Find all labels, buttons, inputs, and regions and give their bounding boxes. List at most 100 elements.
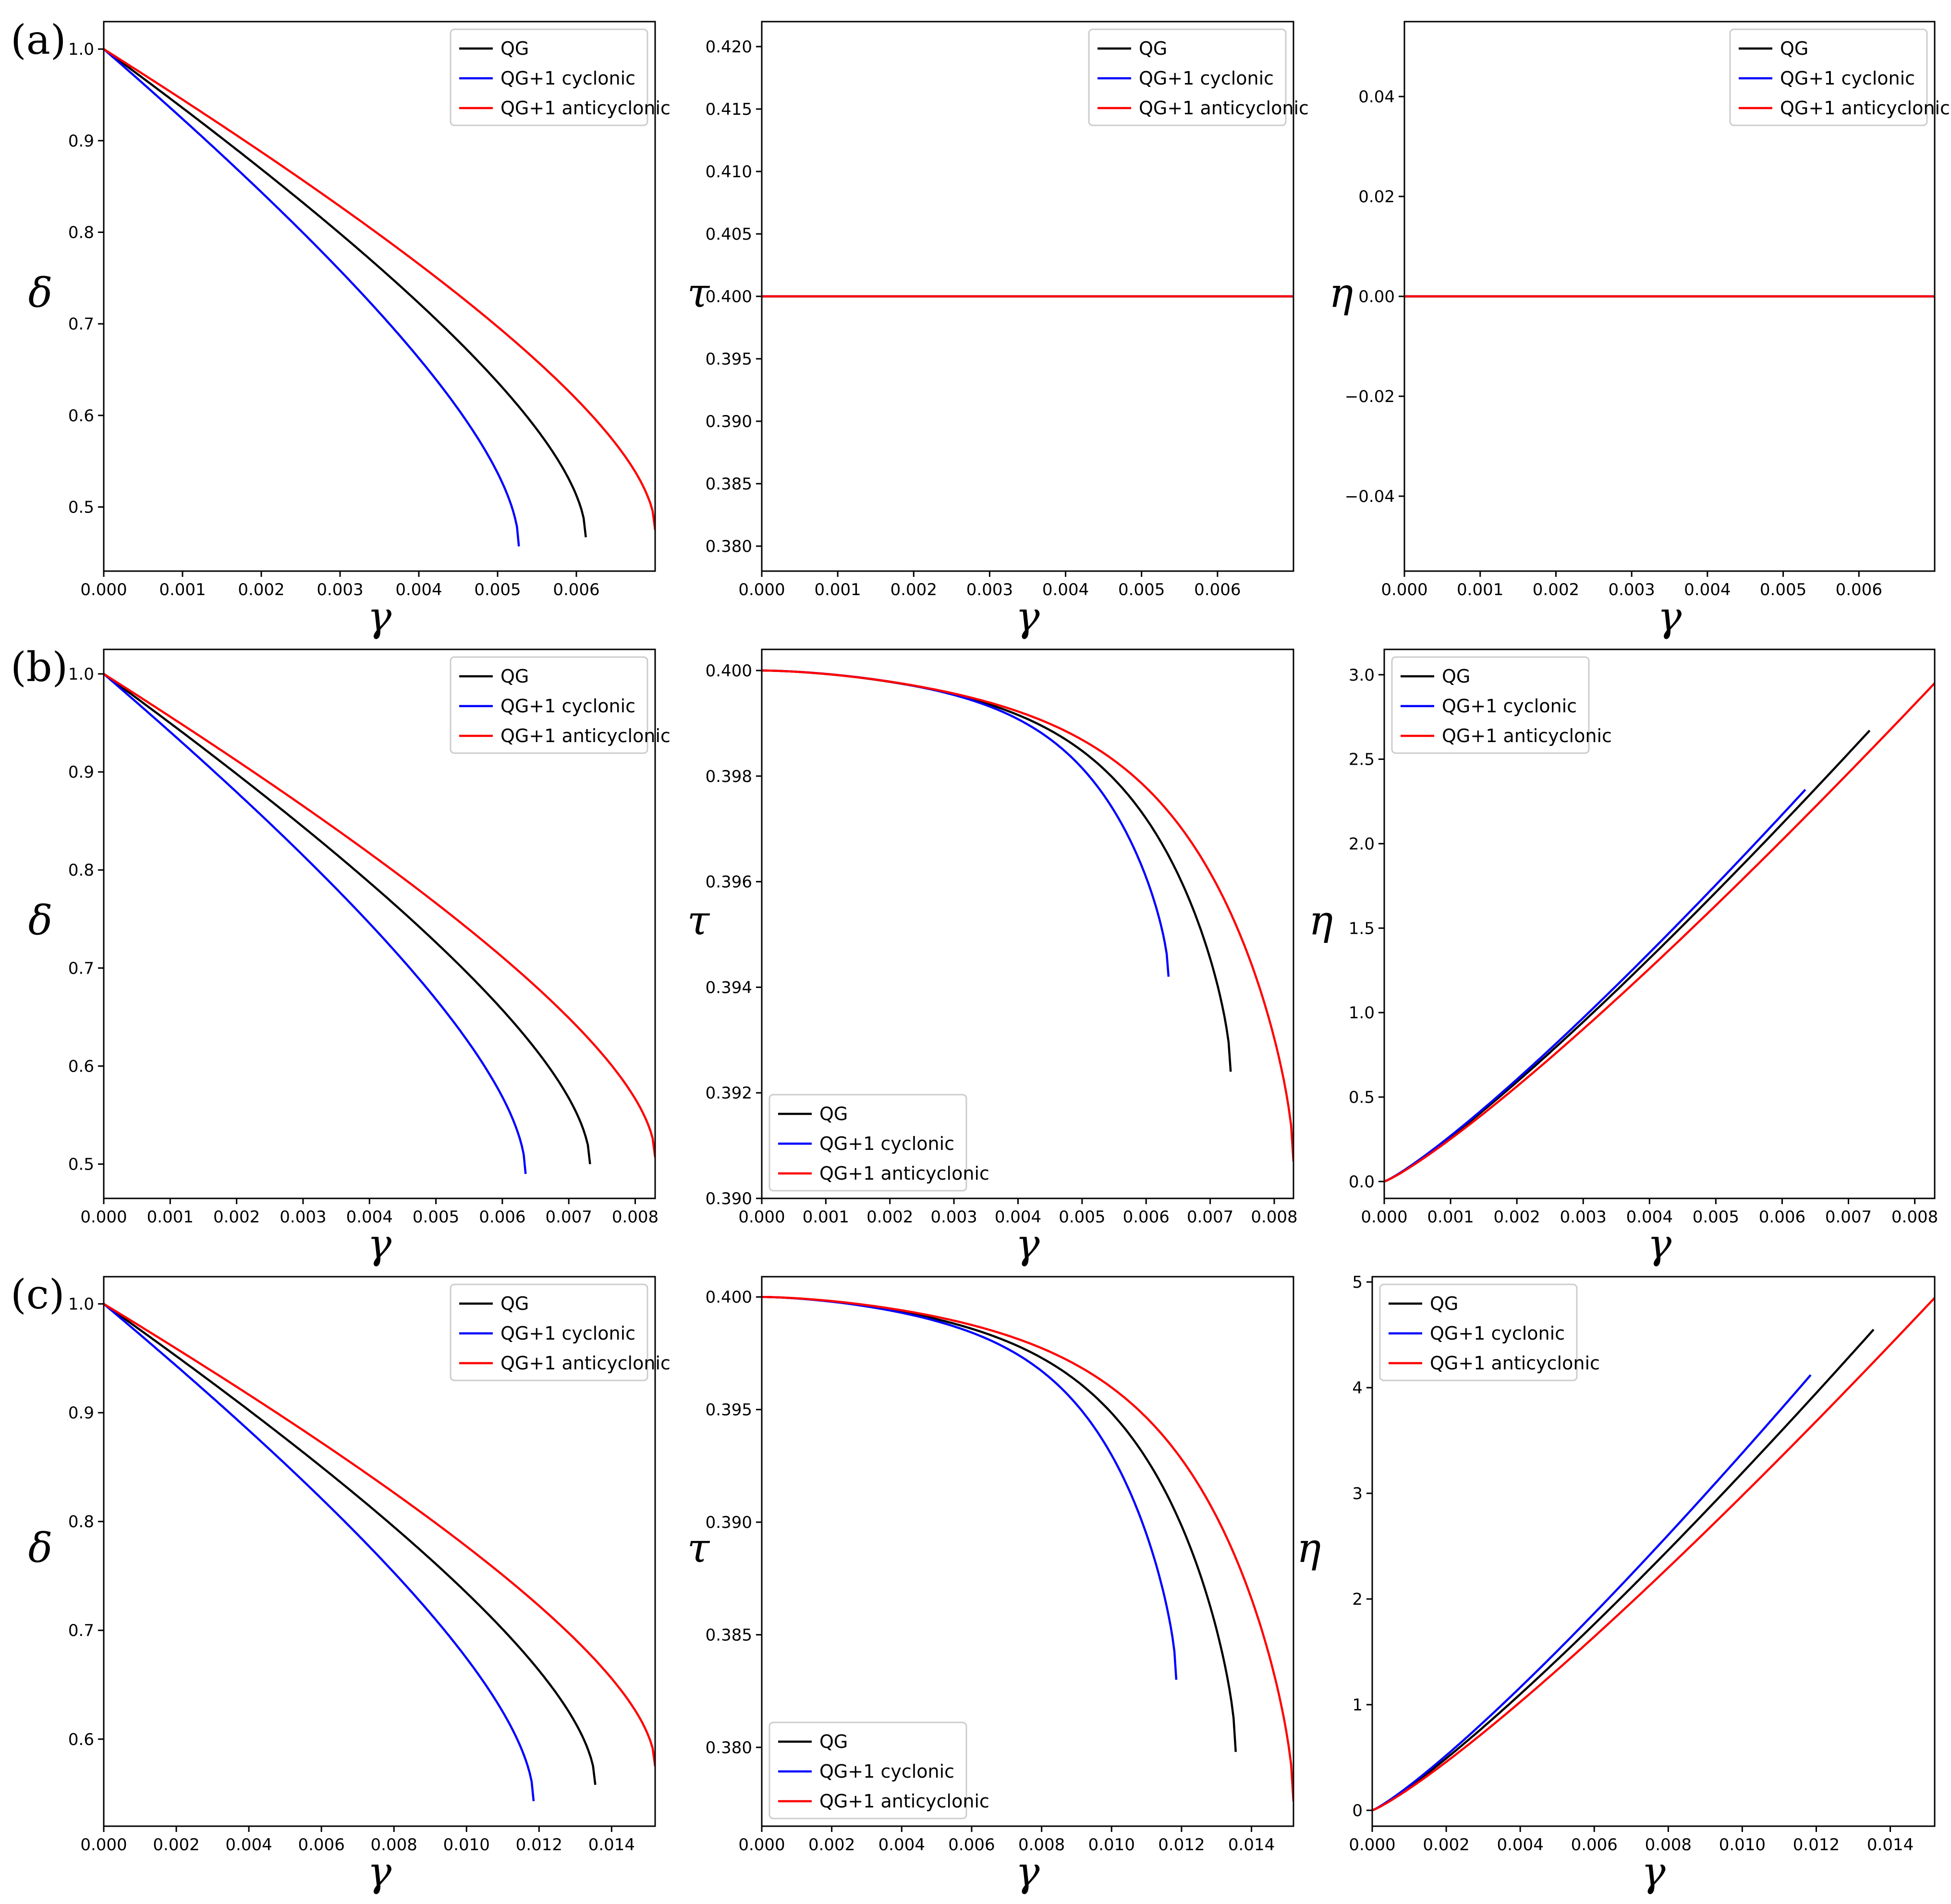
series-line-qg <box>104 48 587 537</box>
y-tick-label: 0.5 <box>68 1155 94 1174</box>
legend-entry-label: QG <box>500 1293 529 1314</box>
legend-entry-label: QG <box>819 1731 848 1752</box>
y-tick-label: 0.395 <box>706 1401 752 1420</box>
legend-entry-label: QG+1 anticyclonic <box>500 725 671 746</box>
legend-entry-label: QG+1 anticyclonic <box>1780 98 1950 119</box>
y-axis-label: η <box>1297 1525 1321 1572</box>
series-line-qg-1-cyclonic <box>762 669 1170 977</box>
series-line-qg <box>1372 1329 1875 1812</box>
x-tick-label: 0.008 <box>1891 1208 1938 1227</box>
y-tick-label: 0.7 <box>68 959 94 978</box>
legend-box <box>450 28 648 126</box>
x-axis-label: γ <box>367 593 392 640</box>
series-line-qg-1-anticyclonic <box>104 48 655 530</box>
legend-entry-label: QG+1 cyclonic <box>500 1323 635 1344</box>
x-tick-label: 0.005 <box>1693 1208 1739 1227</box>
panel-r2-c1: 0.000 0.002 0.004 0.006 0.008 0.010 0.012 0.014… <box>687 1276 1294 1895</box>
y-tick-label: 0.02 <box>1358 187 1395 207</box>
x-tick-label: 0.001 <box>159 580 206 599</box>
y-tick-label: 0.8 <box>68 861 94 880</box>
x-tick-label: 0.005 <box>1118 580 1165 599</box>
series-line-qg-1-cyclonic <box>104 673 527 1174</box>
axes-frame <box>103 21 656 572</box>
x-tick-label: 0.001 <box>1457 580 1503 599</box>
axes-frame <box>103 1276 656 1827</box>
y-tick-label: 0.0 <box>1349 1172 1375 1192</box>
x-tick-label: 0.003 <box>1608 580 1655 599</box>
series-line-qg-1-anticyclonic <box>1372 1297 1935 1812</box>
y-axis-label: δ <box>28 269 53 317</box>
panel-r2-c2: 0.000 0.002 0.004 0.006 0.008 0.010 0.012 0.014… <box>1297 1273 1936 1895</box>
legend-entry-label: QG+1 anticyclonic <box>819 1163 989 1184</box>
axes-frame <box>761 648 1294 1199</box>
legend-entry-label: QG <box>500 38 529 59</box>
axes-frame <box>1383 648 1936 1199</box>
y-axis-label: τ <box>687 269 710 317</box>
x-tick-label: 0.010 <box>1088 1835 1135 1855</box>
x-tick-label: 0.008 <box>1251 1208 1297 1227</box>
y-tick-label: 2.5 <box>1349 750 1375 769</box>
legend-box <box>1729 28 1928 126</box>
x-axis-label: γ <box>1015 1221 1040 1268</box>
x-tick-label: 0.000 <box>738 580 785 599</box>
x-tick-label: 0.014 <box>1867 1835 1914 1855</box>
legend-box <box>768 1721 967 1819</box>
series-line-qg <box>104 673 591 1164</box>
row-label-b: (b) <box>11 644 68 691</box>
legend-entry-label: QG+1 cyclonic <box>1442 696 1577 717</box>
x-tick-label: 0.010 <box>443 1835 490 1855</box>
x-tick-label: 0.000 <box>80 580 127 599</box>
series-line-qg-1-cyclonic <box>762 1295 1178 1680</box>
y-tick-label: 0.8 <box>68 1513 94 1532</box>
legend-entry-label: QG+1 cyclonic <box>819 1761 954 1782</box>
y-axis-label: δ <box>28 897 53 944</box>
y-tick-label: 0.9 <box>68 763 94 782</box>
y-tick-label: 3.0 <box>1349 666 1375 685</box>
legend: QG QG+1 cyclonic QG+1 anticyclonic <box>1088 28 1309 126</box>
y-axis-label: η <box>1309 897 1333 944</box>
legend-entry-label: QG+1 cyclonic <box>500 68 635 89</box>
x-tick-label: 0.003 <box>930 1208 977 1227</box>
y-tick-label: 1 <box>1352 1696 1363 1715</box>
series-line-qg <box>762 1295 1237 1752</box>
x-axis-label: γ <box>367 1848 392 1895</box>
x-tick-label: 0.002 <box>808 1835 855 1855</box>
y-tick-label: 0.395 <box>706 350 752 369</box>
y-axis-label: η <box>1329 269 1353 317</box>
x-tick-label: 0.005 <box>1059 1208 1105 1227</box>
y-tick-label: 0.400 <box>706 661 752 681</box>
legend: QG QG+1 cyclonic QG+1 anticyclonic <box>768 1094 989 1192</box>
y-tick-label: 0.420 <box>706 37 752 57</box>
x-tick-label: 0.002 <box>238 580 284 599</box>
legend-entry-label: QG <box>1442 666 1470 687</box>
x-tick-label: 0.004 <box>1626 1208 1673 1227</box>
x-tick-label: 0.006 <box>298 1835 344 1855</box>
x-tick-label: 0.005 <box>474 580 521 599</box>
panel-r0-c0: 0.000 0.001 0.002 0.003 0.004 0.005 0.006 0.5 0.… <box>28 21 671 640</box>
y-tick-label: 1.5 <box>1349 919 1375 938</box>
row-label-c: (c) <box>11 1271 65 1318</box>
legend: QG QG+1 cyclonic QG+1 anticyclonic <box>1379 1283 1600 1381</box>
x-tick-label: 0.012 <box>516 1835 562 1855</box>
legend-entry-label: QG <box>1139 38 1167 59</box>
x-tick-label: 0.002 <box>1423 1835 1469 1855</box>
x-axis-label: γ <box>367 1221 392 1268</box>
panel-r1-c1: 0.000 0.001 0.002 0.003 0.004 0.005 0.006 0.007… <box>687 648 1298 1268</box>
x-tick-label: 0.002 <box>890 580 937 599</box>
series-line-qg-1-anticyclonic <box>104 673 655 1158</box>
series-line-qg-1-anticyclonic <box>762 1295 1293 1802</box>
axes-frame <box>103 648 656 1199</box>
x-tick-label: 0.003 <box>1560 1208 1607 1227</box>
x-tick-label: 0.004 <box>395 580 442 599</box>
legend-entry-label: QG <box>1780 38 1808 59</box>
row-label-a: (a) <box>11 16 66 63</box>
legend-box <box>1391 656 1590 754</box>
x-tick-label: 0.005 <box>1760 580 1806 599</box>
panel-r2-c0: 0.000 0.002 0.004 0.006 0.008 0.010 0.012 0.014… <box>28 1276 671 1895</box>
x-tick-label: 0.000 <box>80 1208 127 1227</box>
x-tick-label: 0.012 <box>1158 1835 1205 1855</box>
legend-entry-label: QG+1 cyclonic <box>500 696 635 717</box>
y-tick-label: −0.02 <box>1345 387 1395 406</box>
panel-r1-c0: 0.000 0.001 0.002 0.003 0.004 0.005 0.006 0.007… <box>28 648 671 1268</box>
